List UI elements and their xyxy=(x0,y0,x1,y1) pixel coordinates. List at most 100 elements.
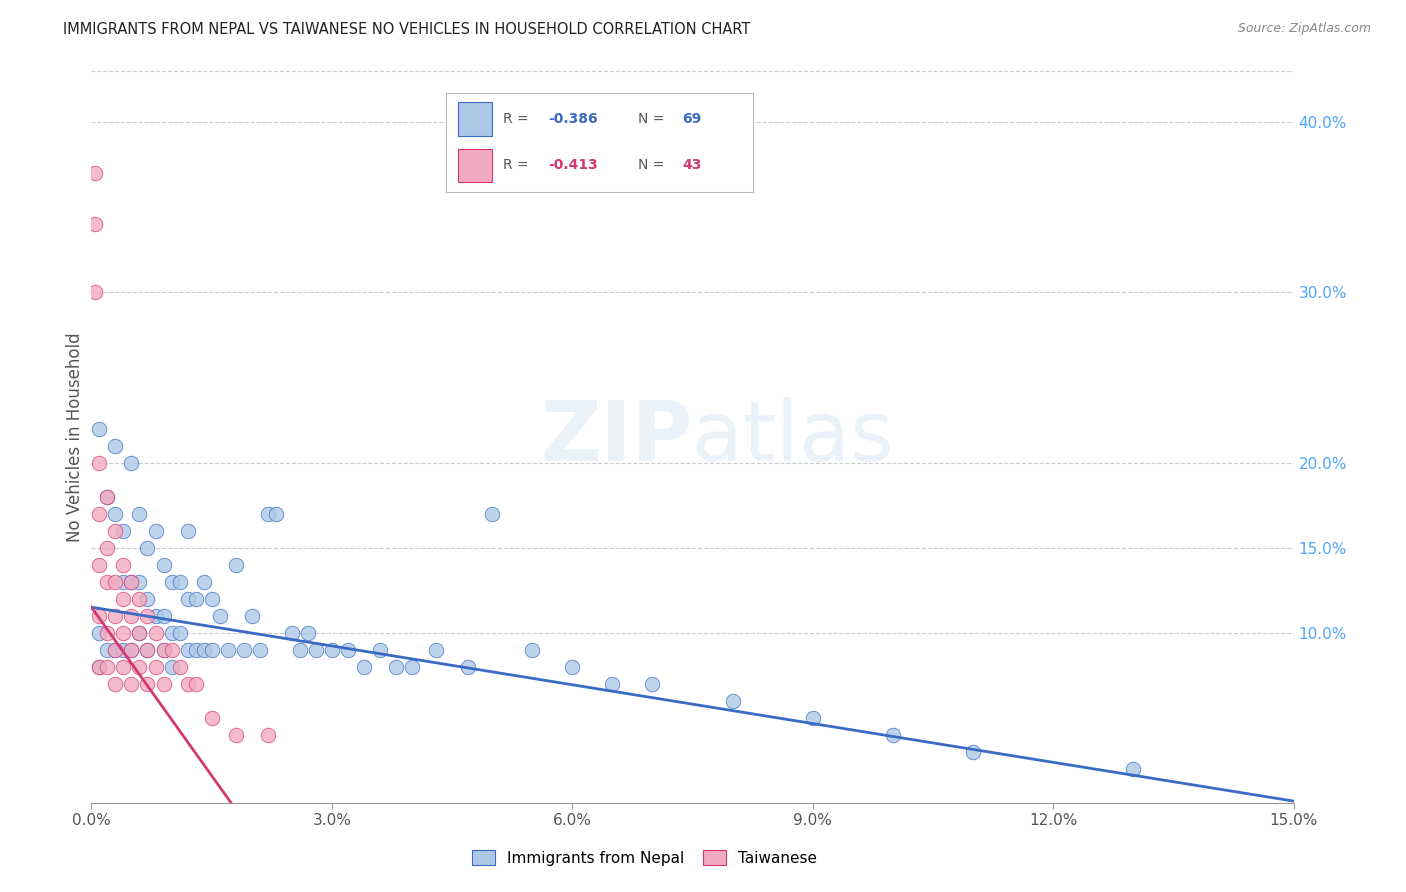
Point xyxy=(89,659,111,673)
Point xyxy=(522,642,544,657)
Point xyxy=(184,642,207,657)
Point xyxy=(193,642,215,657)
Point xyxy=(232,642,254,657)
Point xyxy=(104,524,127,538)
Point xyxy=(297,625,319,640)
Point xyxy=(176,591,198,606)
Point xyxy=(561,659,583,673)
Point xyxy=(145,659,167,673)
Point xyxy=(176,677,198,691)
Point xyxy=(104,439,127,453)
Point xyxy=(104,642,127,657)
Point xyxy=(96,659,118,673)
Point xyxy=(89,625,111,640)
Point xyxy=(121,642,143,657)
Point xyxy=(176,642,198,657)
Point xyxy=(84,218,107,232)
Point xyxy=(121,677,143,691)
Point xyxy=(801,711,824,725)
Point xyxy=(602,677,624,691)
Point xyxy=(225,728,247,742)
Point xyxy=(201,711,224,725)
Point xyxy=(112,558,135,572)
Point xyxy=(201,642,224,657)
Point xyxy=(145,608,167,623)
Point xyxy=(240,608,263,623)
Point xyxy=(84,285,107,300)
Point xyxy=(368,642,391,657)
Point xyxy=(152,642,174,657)
Point xyxy=(184,677,207,691)
Point xyxy=(112,625,135,640)
Point xyxy=(96,490,118,504)
Point xyxy=(104,507,127,521)
Point xyxy=(160,574,183,589)
Point xyxy=(152,608,174,623)
Point xyxy=(882,728,904,742)
Point xyxy=(152,677,174,691)
Point xyxy=(89,659,111,673)
Text: ZIP: ZIP xyxy=(540,397,692,477)
Point xyxy=(104,574,127,589)
Point xyxy=(121,642,143,657)
Point xyxy=(128,625,150,640)
Point xyxy=(128,507,150,521)
Point xyxy=(104,677,127,691)
Point xyxy=(641,677,664,691)
Point xyxy=(128,591,150,606)
Point xyxy=(112,574,135,589)
Point xyxy=(136,642,159,657)
Point xyxy=(84,166,107,180)
Point xyxy=(121,456,143,470)
Point xyxy=(176,524,198,538)
Point xyxy=(128,659,150,673)
Point xyxy=(457,659,479,673)
Y-axis label: No Vehicles in Household: No Vehicles in Household xyxy=(66,332,84,542)
Point xyxy=(721,694,744,708)
Text: IMMIGRANTS FROM NEPAL VS TAIWANESE NO VEHICLES IN HOUSEHOLD CORRELATION CHART: IMMIGRANTS FROM NEPAL VS TAIWANESE NO VE… xyxy=(63,22,751,37)
Point xyxy=(305,642,328,657)
Point xyxy=(136,608,159,623)
Point xyxy=(225,558,247,572)
Point xyxy=(193,574,215,589)
Point xyxy=(136,642,159,657)
Point xyxy=(96,490,118,504)
Point xyxy=(128,625,150,640)
Legend: Immigrants from Nepal, Taiwanese: Immigrants from Nepal, Taiwanese xyxy=(465,844,823,872)
Point xyxy=(169,574,191,589)
Point xyxy=(962,745,984,759)
Point xyxy=(89,558,111,572)
Point xyxy=(481,507,503,521)
Point xyxy=(89,507,111,521)
Point xyxy=(89,456,111,470)
Point xyxy=(145,524,167,538)
Point xyxy=(160,659,183,673)
Point xyxy=(336,642,359,657)
Point xyxy=(112,591,135,606)
Point xyxy=(160,625,183,640)
Text: Source: ZipAtlas.com: Source: ZipAtlas.com xyxy=(1237,22,1371,36)
Text: atlas: atlas xyxy=(692,397,894,477)
Point xyxy=(425,642,447,657)
Point xyxy=(249,642,271,657)
Point xyxy=(112,524,135,538)
Point xyxy=(288,642,311,657)
Point xyxy=(152,558,174,572)
Point xyxy=(264,507,287,521)
Point xyxy=(401,659,423,673)
Point xyxy=(208,608,231,623)
Point xyxy=(145,625,167,640)
Point xyxy=(256,507,278,521)
Point xyxy=(353,659,375,673)
Point xyxy=(112,642,135,657)
Point xyxy=(169,625,191,640)
Point xyxy=(96,574,118,589)
Point xyxy=(104,608,127,623)
Point xyxy=(169,659,191,673)
Point xyxy=(1122,762,1144,776)
Point xyxy=(96,642,118,657)
Point xyxy=(160,642,183,657)
Point xyxy=(201,591,224,606)
Point xyxy=(184,591,207,606)
Point xyxy=(152,642,174,657)
